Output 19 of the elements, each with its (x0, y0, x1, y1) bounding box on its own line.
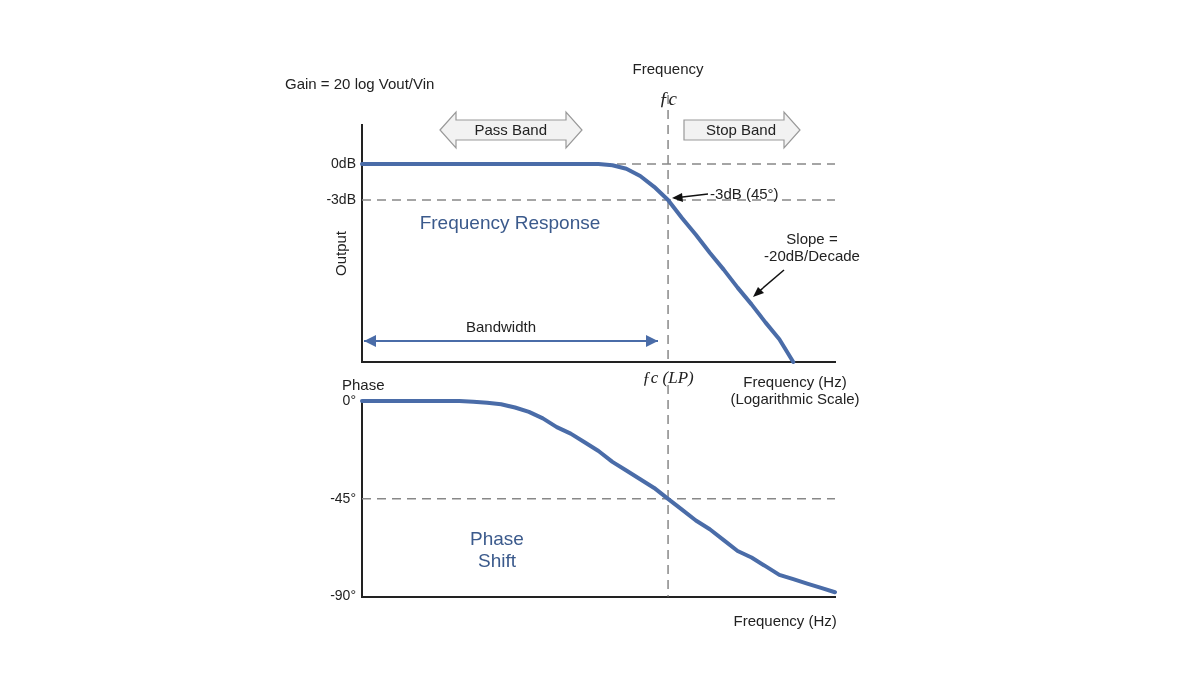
annotation: Slope = -20dB/Decade (763, 230, 861, 264)
y-tick-label: -3dB (326, 190, 356, 207)
x-axis-title: Frequency (Hz) (733, 612, 837, 629)
y-axis-title: Output (331, 230, 349, 277)
annotation: Pass Band (474, 121, 548, 138)
text: Gain = 20 log Vout/Vin (285, 75, 435, 92)
y-tick-label: 0dB (331, 154, 356, 171)
ref-line-label: Frequency ƒc (632, 60, 704, 109)
y-tick-label: -90° (330, 587, 356, 604)
y-tick-label: 0° (342, 391, 356, 408)
annotation: Stop Band (706, 121, 777, 138)
annotation: -3dB (45°) (710, 185, 779, 202)
x-tick-label: ƒc (LP) (642, 367, 695, 387)
y-tick-label: -45° (330, 489, 356, 506)
x-axis-title: Frequency (Hz) (Logarithmic Scale) (729, 373, 861, 407)
annotation: Bandwidth (466, 318, 537, 335)
annotation: Phase Shift (469, 528, 525, 572)
annotation: Frequency Response (418, 212, 602, 234)
y-axis-title: Phase (342, 376, 385, 393)
